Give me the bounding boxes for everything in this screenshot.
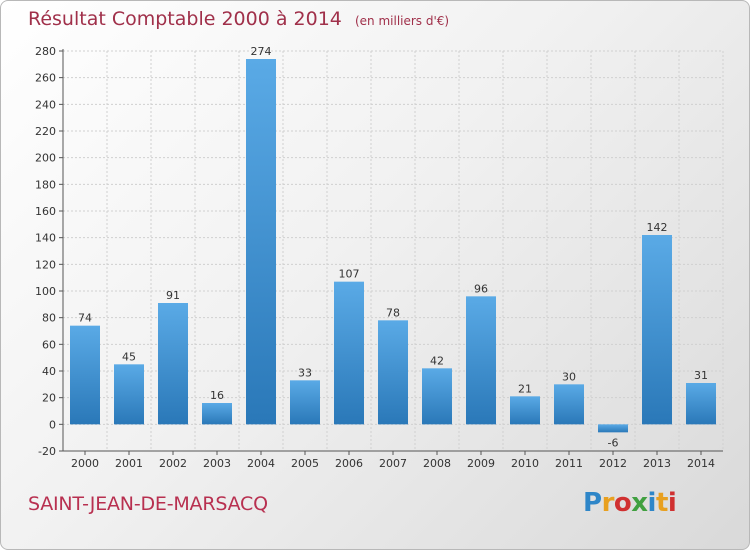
value-label-2010: 21 (518, 382, 532, 395)
x-tick-label: 2010 (511, 457, 539, 470)
chart-subtitle: (en milliers d'€) (354, 14, 450, 28)
value-label-2008: 42 (430, 354, 444, 367)
y-tick-label: 80 (42, 312, 56, 325)
x-tick-label: 2005 (291, 457, 319, 470)
x-tick-label: 2009 (467, 457, 495, 470)
x-tick-label: 2008 (423, 457, 451, 470)
x-tick-label: 2004 (247, 457, 275, 470)
value-label-2005: 33 (298, 366, 312, 379)
y-tick-label: 180 (35, 178, 56, 191)
bar-2010[interactable] (510, 396, 540, 425)
commune-name: SAINT-JEAN-DE-MARSACQ (28, 493, 268, 515)
y-tick-label: 200 (35, 152, 56, 165)
bar-2009[interactable] (466, 296, 496, 425)
bar-2003[interactable] (202, 403, 232, 425)
value-label-2011: 30 (562, 370, 576, 383)
value-label-2001: 45 (122, 350, 136, 363)
brand-letter: i (647, 488, 657, 518)
x-tick-label: 2000 (71, 457, 99, 470)
bar-2014[interactable] (686, 383, 716, 425)
y-tick-label: 220 (35, 125, 56, 138)
y-tick-label: 100 (35, 285, 56, 298)
value-label-2014: 31 (694, 369, 708, 382)
bar-2013[interactable] (642, 235, 672, 425)
value-label-2007: 78 (386, 306, 400, 319)
title-row: Résultat Comptable 2000 à 2014 (en milli… (28, 8, 449, 30)
x-tick-label: 2006 (335, 457, 363, 470)
y-tick-label: -20 (38, 445, 56, 458)
value-label-2009: 96 (474, 282, 488, 295)
bar-2002[interactable] (158, 303, 188, 425)
brand-logo[interactable]: Proxiti (583, 488, 677, 518)
x-tick-label: 2002 (159, 457, 187, 470)
bar-layer (70, 59, 716, 433)
y-tick-label: 40 (42, 365, 56, 378)
value-label-2013: 142 (647, 221, 668, 234)
value-label-2002: 91 (166, 289, 180, 302)
axis-layer (59, 49, 723, 455)
y-tick-label: 260 (35, 72, 56, 85)
value-label-2006: 107 (339, 268, 360, 281)
brand-letter: t (655, 488, 668, 518)
bar-2007[interactable] (378, 320, 408, 425)
chart-title: Résultat Comptable 2000 à 2014 (28, 8, 342, 30)
brand-letter: x (631, 488, 648, 518)
label-layer: -20 0 20 40 60 80 100 120 140 160 180 200 220 240 260 2… (35, 45, 715, 470)
y-tick-label: 280 (35, 45, 56, 58)
bar-2008[interactable] (422, 368, 452, 425)
bar-2004[interactable] (246, 59, 276, 425)
x-tick-label: 2001 (115, 457, 143, 470)
value-label-2012: -6 (608, 436, 619, 449)
value-label-2004: 274 (251, 45, 272, 58)
bar-2001[interactable] (114, 364, 144, 425)
bar-2006[interactable] (334, 281, 364, 425)
y-tick-label: 160 (35, 205, 56, 218)
y-tick-label: 140 (35, 232, 56, 245)
x-tick-label: 2011 (555, 457, 583, 470)
brand-letter: P (583, 488, 602, 518)
y-tick-label: 0 (49, 418, 56, 431)
brand-letter: r (601, 488, 615, 518)
y-tick-label: 120 (35, 258, 56, 271)
brand-letter: i (667, 488, 677, 518)
x-tick-label: 2003 (203, 457, 231, 470)
x-tick-label: 2012 (599, 457, 627, 470)
bar-2005[interactable] (290, 380, 320, 425)
x-tick-label: 2013 (643, 457, 671, 470)
bar-2000[interactable] (70, 325, 100, 425)
brand-letter: o (613, 488, 632, 518)
y-tick-label: 60 (42, 338, 56, 351)
x-tick-label: 2014 (687, 457, 715, 470)
y-tick-label: 20 (42, 392, 56, 405)
x-tick-label: 2007 (379, 457, 407, 470)
value-label-2000: 74 (78, 312, 92, 325)
value-label-2003: 16 (210, 389, 224, 402)
bar-2011[interactable] (554, 384, 584, 425)
bar-2012[interactable] (598, 424, 628, 433)
y-tick-label: 240 (35, 98, 56, 111)
